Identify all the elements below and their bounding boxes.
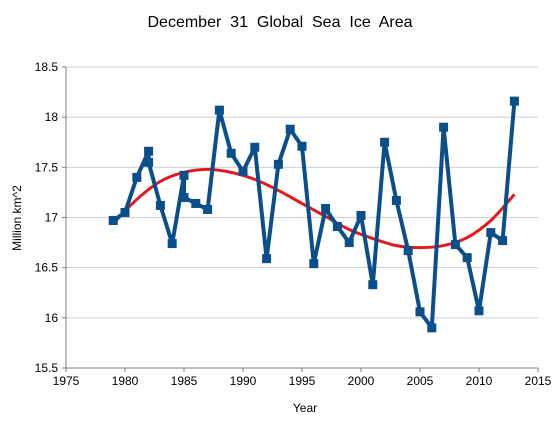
data-point-marker: [332, 222, 342, 232]
data-point-marker: [238, 166, 248, 176]
x-tick-label: 1990: [230, 374, 257, 388]
data-point-marker: [250, 142, 260, 152]
series-line: [112, 100, 517, 330]
data-point-marker: [144, 146, 154, 156]
data-point-marker: [191, 198, 201, 208]
data-point-marker: [214, 105, 224, 115]
data-point-marker: [273, 159, 283, 169]
data-point-marker: [120, 207, 130, 217]
data-point-marker: [167, 239, 177, 249]
data-point-marker: [356, 210, 366, 220]
data-point-marker: [450, 240, 460, 250]
data-point-marker: [498, 236, 508, 246]
data-point-marker: [285, 124, 295, 134]
data-point-marker: [439, 122, 449, 132]
data-point-marker: [144, 157, 154, 167]
y-tick-label: 18: [45, 110, 59, 124]
data-point-marker: [462, 253, 472, 263]
data-point-marker: [474, 306, 484, 316]
x-tick-label: 1980: [112, 374, 139, 388]
y-tick-label: 16.5: [35, 261, 59, 275]
data-point-marker: [132, 172, 142, 182]
x-tick-label: 1995: [289, 374, 316, 388]
y-tick-label: 16: [45, 311, 59, 325]
x-tick-label: 2005: [407, 374, 434, 388]
x-tick-label: 2015: [525, 374, 552, 388]
data-point-marker: [380, 137, 390, 147]
data-point-marker: [309, 259, 319, 269]
y-tick-label: 18.5: [35, 60, 59, 74]
chart-title: December 31 Global Sea Ice Area: [147, 14, 412, 31]
data-point-marker: [391, 195, 401, 205]
data-point-marker: [486, 228, 496, 238]
data-point-marker: [321, 203, 331, 213]
data-point-marker: [297, 141, 307, 151]
data-point-marker: [368, 280, 378, 290]
data-point-marker: [344, 238, 354, 248]
x-tick-label: 1975: [53, 374, 80, 388]
x-tick-label: 2000: [348, 374, 375, 388]
y-tick-label: 17: [45, 211, 59, 225]
series-layer: [108, 96, 519, 333]
data-point-marker: [226, 148, 236, 158]
grid-lines: [66, 66, 538, 369]
data-point-marker: [415, 307, 425, 317]
x-tick-label: 1985: [171, 374, 198, 388]
data-point-marker: [108, 216, 118, 226]
data-point-marker: [509, 96, 519, 106]
x-tick-label: 2010: [466, 374, 493, 388]
data-point-marker: [179, 192, 189, 202]
x-axis-ticks: 1975 1980 1985 1990 1995 2000 2005 2010 2015: [53, 368, 552, 388]
y-tick-label: 17.5: [35, 160, 59, 174]
x-axis-label: Year: [293, 401, 317, 415]
y-axis-ticks: 15.5 16 16.5 17 17.5 18 18.5: [35, 60, 66, 375]
y-axis-label: Million km^2: [10, 185, 24, 251]
data-point-marker: [179, 170, 189, 180]
data-point-marker: [262, 254, 272, 264]
data-point-marker: [203, 204, 213, 214]
data-point-marker: [427, 323, 437, 333]
data-point-marker: [403, 246, 413, 256]
data-point-marker: [155, 200, 165, 210]
y-tick-label: 15.5: [35, 361, 59, 375]
